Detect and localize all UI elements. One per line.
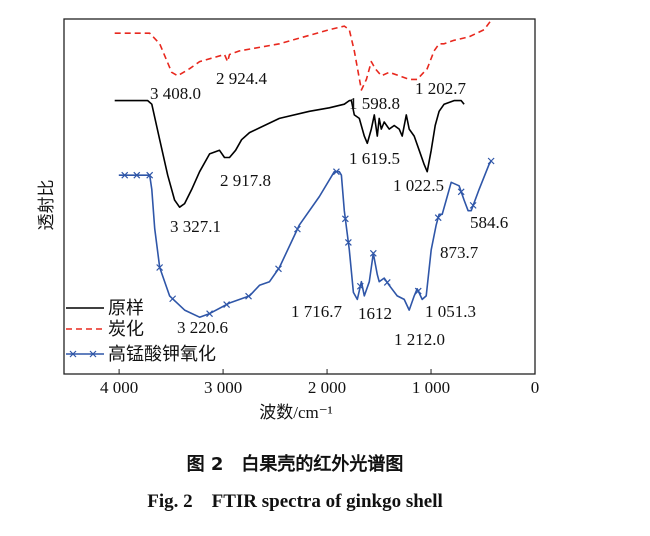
x-marker — [469, 201, 477, 209]
x-tick-label: 2 000 — [308, 378, 346, 397]
x-tick-label: 1 000 — [412, 378, 450, 397]
x-marker — [293, 225, 301, 233]
x-marker — [89, 350, 97, 358]
peak-annotation: 3 408.0 — [150, 84, 201, 103]
x-marker — [414, 287, 422, 295]
peak-annotation: 1 202.7 — [415, 79, 467, 98]
legend-label: 炭化 — [108, 319, 144, 340]
x-marker — [156, 264, 164, 271]
peak-annotation: 584.6 — [470, 213, 508, 232]
legend-label: 高锰酸钾氧化 — [108, 344, 216, 365]
peak-annotation: 1 051.3 — [425, 302, 476, 321]
peak-annotation: 3 220.6 — [177, 318, 228, 337]
x-tick-label: 0 — [531, 378, 540, 397]
x-marker — [383, 279, 391, 286]
x-tick-label: 4 000 — [100, 378, 138, 397]
series-line-0 — [114, 99, 465, 208]
peak-annotation: 2 924.4 — [216, 69, 268, 88]
x-marker — [487, 157, 495, 165]
series-line-2 — [118, 160, 492, 319]
x-marker — [146, 171, 154, 179]
peak-annotation: 873.7 — [440, 243, 479, 262]
x-marker — [457, 188, 465, 196]
x-tick-label: 3 000 — [204, 378, 242, 397]
x-marker — [133, 171, 141, 179]
x-marker — [344, 239, 352, 246]
x-marker — [275, 265, 282, 273]
peak-annotation: 1 619.5 — [349, 149, 400, 168]
series-line-1 — [114, 18, 493, 91]
x-marker — [245, 292, 252, 300]
figure-caption-cn: 图 2 白果壳的红外光谱图 — [186, 454, 404, 475]
x-marker — [223, 301, 231, 308]
x-marker — [69, 350, 77, 358]
peak-annotation: 3 327.1 — [170, 217, 221, 236]
peak-annotation: 1612 — [358, 304, 392, 323]
x-axis-label: 波数/cm⁻¹ — [259, 403, 333, 422]
x-marker — [206, 310, 213, 318]
plot-frame — [63, 18, 536, 375]
peak-annotation: 1 716.7 — [291, 302, 343, 321]
y-axis-label: 透射比 — [37, 180, 57, 231]
peak-annotation: 1 212.0 — [394, 330, 445, 349]
legend-label: 原样 — [108, 298, 144, 319]
figure-caption-en: Fig. 2 FTIR spectra of ginkgo shell — [147, 491, 443, 512]
x-marker — [356, 282, 364, 290]
x-marker — [434, 214, 442, 222]
x-marker — [332, 168, 340, 176]
peak-annotation: 2 917.8 — [220, 171, 271, 190]
x-marker — [369, 249, 377, 257]
x-marker — [121, 171, 129, 179]
peak-annotation: 1 022.5 — [393, 176, 444, 195]
x-marker — [341, 215, 349, 223]
peak-annotation: 1 598.8 — [349, 94, 400, 113]
x-marker — [169, 295, 177, 303]
